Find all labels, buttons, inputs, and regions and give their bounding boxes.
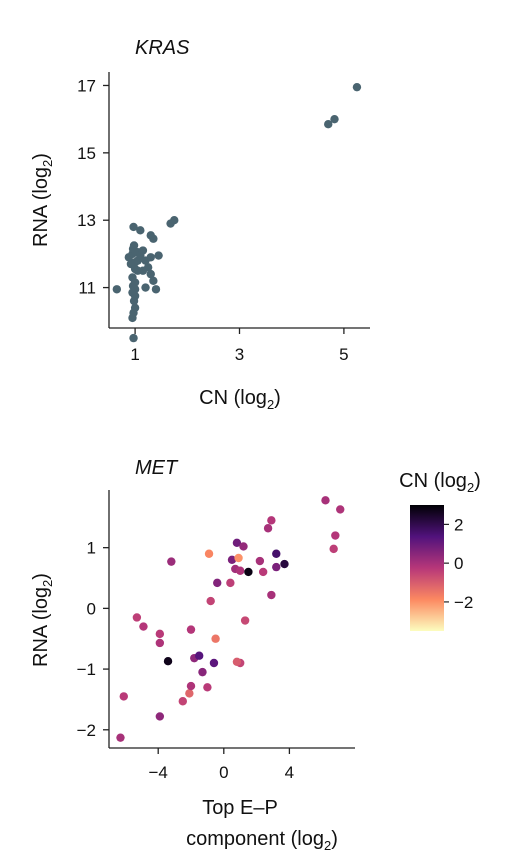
met-point	[155, 712, 165, 721]
met-point	[203, 683, 212, 692]
met-x-tick-label: 4	[285, 763, 294, 782]
colorbar-ticks: 2 0 −2	[444, 515, 473, 612]
met-point	[178, 697, 187, 706]
met-point	[155, 629, 165, 639]
colorbar	[410, 505, 444, 631]
kras-point	[151, 285, 161, 294]
met-point	[209, 658, 219, 668]
met-point	[213, 578, 222, 588]
met-point	[240, 616, 250, 625]
met-point	[132, 613, 142, 622]
met-point	[236, 566, 245, 575]
kras-point	[330, 114, 339, 124]
met-panel: MET −4 0 4 −2 −1 0 1 Top E–P component (log2)…	[30, 457, 481, 853]
met-point	[263, 524, 273, 533]
met-point	[227, 555, 237, 565]
met-x-label-line1: Top E–P	[202, 797, 278, 819]
met-point	[206, 596, 215, 606]
kras-point	[170, 216, 179, 225]
colorbar-tick-label: 0	[454, 554, 463, 573]
met-point	[167, 557, 176, 566]
colorbar-tick-label: 2	[454, 515, 463, 534]
kras-points	[112, 82, 362, 343]
met-point	[195, 651, 204, 660]
kras-y-label: RNA (log2)	[30, 153, 55, 247]
kras-point	[324, 120, 333, 129]
kras-point	[154, 251, 163, 260]
kras-y-tick-label: 11	[78, 279, 96, 298]
kras-point	[352, 82, 362, 92]
kras-point	[146, 269, 155, 279]
kras-x-tick-label: 3	[235, 345, 244, 364]
kras-point	[129, 333, 138, 343]
met-point	[331, 531, 340, 540]
met-x-tick-label: −4	[149, 763, 168, 782]
kras-point	[141, 283, 150, 292]
met-point	[186, 625, 196, 634]
colorbar-title: CN (log2)	[399, 470, 481, 495]
kras-point	[129, 241, 139, 250]
kras-x-ticks: 1 3 5	[130, 328, 349, 364]
kras-y-tick-label: 13	[77, 211, 96, 230]
kras-point	[136, 226, 145, 235]
met-point	[280, 559, 289, 569]
kras-x-tick-label: 1	[130, 345, 139, 364]
met-y-tick-label: −1	[77, 660, 96, 679]
met-y-ticks: −2 −1 0 1	[77, 539, 109, 740]
met-point	[267, 590, 276, 600]
kras-point	[149, 276, 158, 286]
met-point	[211, 634, 220, 643]
kras-point	[149, 234, 158, 243]
met-point	[163, 656, 173, 666]
met-point	[186, 681, 196, 691]
met-point	[226, 578, 235, 588]
met-point	[139, 622, 148, 631]
met-x-tick-label: 0	[219, 763, 228, 782]
kras-x-label: CN (log2)	[199, 387, 281, 412]
met-point	[198, 667, 207, 677]
met-points	[116, 496, 345, 742]
met-y-label: RNA (log2)	[30, 573, 55, 667]
met-point	[272, 549, 281, 558]
met-point	[232, 657, 242, 666]
kras-point	[130, 303, 140, 312]
met-point	[232, 538, 242, 548]
met-point	[155, 638, 165, 648]
met-point	[329, 544, 338, 554]
kras-y-tick-label: 17	[77, 76, 96, 95]
kras-point	[138, 266, 148, 275]
met-point	[321, 496, 330, 505]
met-title: MET	[135, 457, 179, 479]
kras-point	[146, 253, 155, 262]
met-point	[255, 556, 265, 566]
kras-point	[138, 246, 148, 255]
kras-title: KRAS	[135, 37, 190, 59]
kras-y-tick-label: 15	[77, 144, 96, 163]
colorbar-tick-label: −2	[454, 593, 473, 612]
met-point	[272, 562, 281, 572]
met-y-tick-label: 0	[87, 599, 96, 618]
met-point	[258, 567, 268, 577]
kras-point	[128, 273, 137, 282]
met-point	[336, 505, 345, 514]
met-x-ticks: −4 0 4	[149, 748, 294, 782]
met-point	[239, 542, 248, 551]
met-point	[204, 549, 214, 558]
met-point	[244, 567, 253, 577]
kras-y-ticks: 11 13 15 17	[77, 76, 109, 298]
met-x-label-line2: component (log2)	[186, 828, 338, 853]
met-point	[185, 689, 194, 698]
met-point	[119, 692, 128, 701]
met-point	[116, 733, 125, 742]
met-y-tick-label: 1	[87, 539, 96, 558]
kras-x-tick-label: 5	[339, 345, 348, 364]
met-point	[267, 516, 276, 525]
met-y-tick-label: −2	[77, 721, 96, 740]
kras-point	[129, 222, 138, 232]
met-point	[234, 553, 243, 563]
kras-point	[112, 285, 122, 294]
